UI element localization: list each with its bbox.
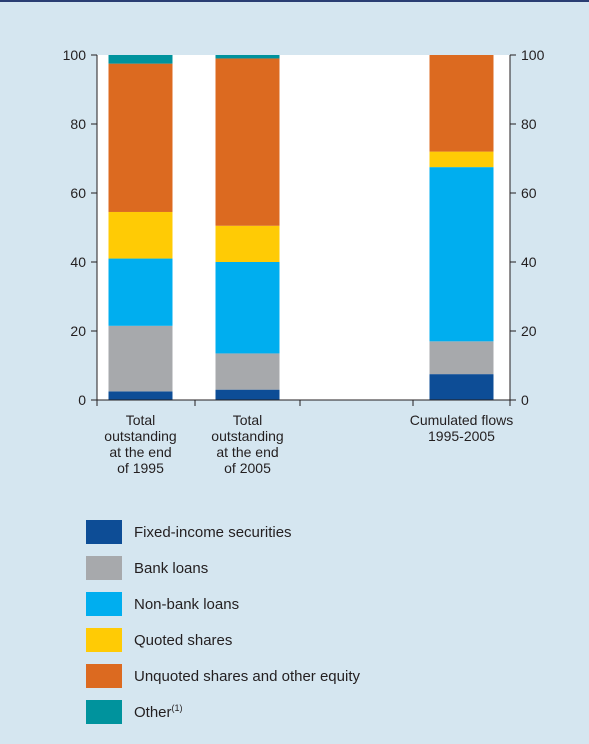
legend-swatch [86, 556, 122, 580]
bar-segment [108, 391, 173, 400]
y-tick-label-right: 60 [521, 185, 537, 201]
bar-segment [429, 167, 494, 342]
legend: Fixed-income securities Bank loans Non-ban… [86, 514, 360, 730]
bar-segment [429, 374, 494, 400]
legend-footnote: (1) [171, 703, 183, 713]
legend-label: Bank loans [134, 559, 209, 577]
category-label: of 1995 [117, 460, 164, 476]
legend-item: Non-bank loans [86, 586, 360, 622]
bar-segment [429, 341, 494, 375]
y-tick-label-left: 100 [63, 47, 87, 63]
y-tick-label-right: 20 [521, 323, 537, 339]
legend-swatch [86, 520, 122, 544]
category-label: Total [126, 412, 156, 428]
bar-segment [108, 55, 173, 64]
y-tick-label-left: 0 [78, 392, 86, 408]
y-tick-label-right: 80 [521, 116, 537, 132]
y-tick-label-left: 40 [70, 254, 86, 270]
category-label: outstanding [104, 428, 176, 444]
legend-item: Other(1) [86, 694, 360, 730]
category-label: 1995-2005 [428, 428, 495, 444]
bar-segment [215, 55, 280, 59]
bar-segment [215, 353, 280, 390]
bar-segment [215, 262, 280, 354]
y-tick-label-right: 0 [521, 392, 529, 408]
bar-segment [108, 211, 173, 259]
legend-item: Bank loans [86, 550, 360, 586]
legend-label: Other(1) [134, 703, 183, 721]
legend-swatch [86, 628, 122, 652]
legend-swatch [86, 664, 122, 688]
category-label: of 2005 [224, 460, 271, 476]
legend-label: Unquoted shares and other equity [134, 667, 360, 685]
category-label: Cumulated flows [410, 412, 514, 428]
legend-item: Fixed-income securities [86, 514, 360, 550]
category-label: at the end [109, 444, 171, 460]
bar-segment [215, 225, 280, 262]
bar-segment [215, 389, 280, 400]
bar-segment [429, 55, 494, 152]
legend-label: Non-bank loans [134, 595, 240, 613]
y-tick-label-left: 80 [70, 116, 86, 132]
bar-segment [108, 63, 173, 212]
legend-label: Quoted shares [134, 631, 233, 649]
y-tick-label-left: 60 [70, 185, 86, 201]
legend-item: Unquoted shares and other equity [86, 658, 360, 694]
bar-segment [108, 325, 173, 392]
bar-segment [215, 58, 280, 226]
legend-swatch [86, 592, 122, 616]
y-tick-label-left: 20 [70, 323, 86, 339]
legend-label: Fixed-income securities [134, 523, 292, 541]
y-tick-label-right: 40 [521, 254, 537, 270]
category-label: outstanding [211, 428, 283, 444]
category-label: at the end [216, 444, 278, 460]
legend-swatch [86, 700, 122, 724]
legend-item: Quoted shares [86, 622, 360, 658]
y-tick-label-right: 100 [521, 47, 545, 63]
bar-segment [108, 258, 173, 326]
bar-segment [429, 151, 494, 168]
category-label: Total [233, 412, 263, 428]
